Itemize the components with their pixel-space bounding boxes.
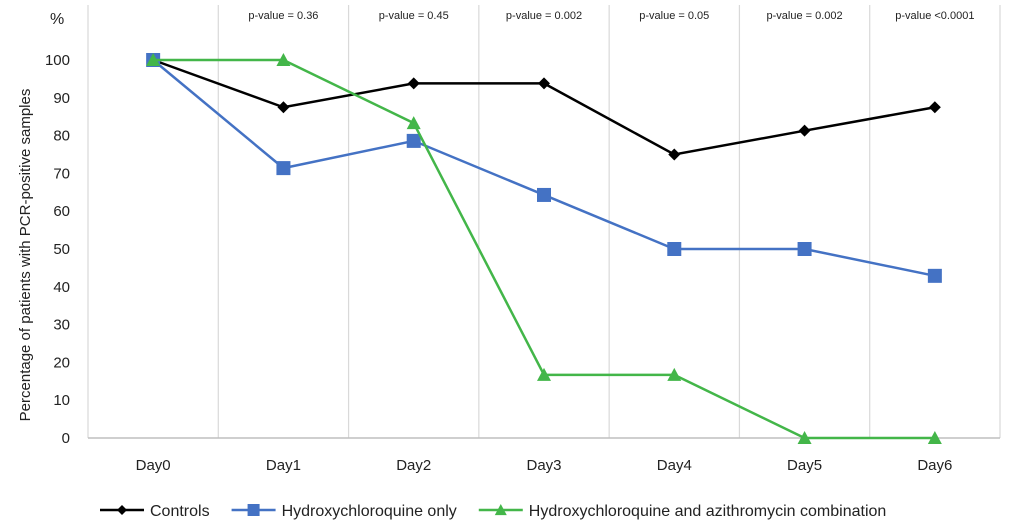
y-tick-label: 80 [53,128,70,145]
y-tick-label: 70 [53,165,70,182]
data-point [798,124,811,137]
x-tick-label: Day3 [526,457,561,474]
y-tick-label: 40 [53,279,70,296]
series-group [146,53,942,444]
data-point [407,77,420,90]
data-point [928,101,941,114]
series-line [152,59,936,278]
data-point [797,242,812,256]
data-point [537,367,551,381]
data-point [927,268,942,283]
data-point [667,367,682,381]
legend-item: Controls [100,503,210,520]
legend-label: Hydroxychloroquine and azithromycin comb… [529,503,887,520]
p-value-labels: p-value = 0.36 p-value = 0.45 p-value = 0.… [248,10,974,22]
series [146,53,942,283]
p-value-label: p-value = 0.45 [379,10,449,22]
legend-label: Hydroxychloroquine only [282,503,457,520]
data-point [276,161,291,176]
data-point [667,242,682,256]
data-point [494,504,507,516]
y-tick-label: 50 [53,241,70,258]
x-tick-label: Day6 [917,457,952,474]
y-axis-title: Percentage of patients with PCR-positive… [17,89,34,422]
y-tick-label: 30 [53,317,70,334]
data-point [276,53,291,66]
data-point [406,116,421,130]
p-value-label: p-value = 0.002 [767,10,843,22]
y-tick-label: 60 [53,203,70,220]
data-point [797,431,812,444]
p-value-label: p-value = 0.05 [639,10,709,22]
legend-item: Hydroxychloroquine and azithromycin comb… [478,503,887,520]
legend: Controls Hydroxychloroquine only Hydroxych… [100,503,886,520]
p-value-label: p-value = 0.002 [506,10,582,22]
series [146,53,942,444]
data-point [406,133,421,148]
y-tick-label: 90 [53,90,70,107]
x-tick-label: Day0 [136,457,171,474]
p-value-label: p-value <0.0001 [895,10,974,22]
x-tick-label: Day1 [266,457,301,474]
x-tick-label: Day4 [657,457,692,474]
x-tick-labels: Day0 Day1 Day2 Day3 Day4 Day5 Day6 [136,457,953,474]
data-point [927,431,942,444]
y-tick-label: 20 [53,354,70,371]
series-line [152,58,936,156]
x-tick-label: Day5 [787,457,822,474]
legend-item: Hydroxychloroquine only [231,503,457,520]
series [147,54,941,161]
series-line [153,58,935,440]
y-tick-label: 100 [45,52,70,69]
y-tick-label: 10 [53,392,70,409]
legend-label: Controls [150,503,210,520]
y-unit-label: % [50,11,64,28]
data-point [247,504,260,516]
y-tick-label: 0 [62,430,70,447]
y-tick-labels: 0 10 20 30 40 50 60 70 80 90 100 [45,52,70,447]
data-point [537,187,551,202]
data-point [146,53,161,66]
data-point [117,505,127,515]
data-point [668,148,681,161]
data-point [277,101,290,114]
p-value-label: p-value = 0.36 [248,10,318,22]
data-point [538,77,550,90]
x-tick-label: Day2 [396,457,431,474]
